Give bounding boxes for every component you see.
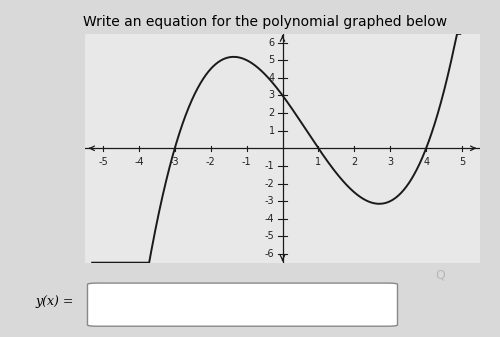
Text: 2: 2 [351, 157, 358, 167]
Text: -4: -4 [134, 157, 143, 167]
Text: 3: 3 [268, 90, 274, 100]
Text: 1: 1 [268, 126, 274, 136]
Text: 4: 4 [423, 157, 429, 167]
FancyBboxPatch shape [88, 283, 398, 326]
Text: -2: -2 [206, 157, 216, 167]
Text: 3: 3 [387, 157, 394, 167]
Text: 2: 2 [268, 108, 274, 118]
Text: Write an equation for the polynomial graphed below: Write an equation for the polynomial gra… [83, 15, 447, 29]
Text: -4: -4 [265, 214, 274, 224]
Text: -5: -5 [265, 232, 274, 241]
Text: -3: -3 [265, 196, 274, 206]
Text: 1: 1 [316, 157, 322, 167]
Text: 5: 5 [459, 157, 465, 167]
Text: y(x) =: y(x) = [35, 295, 74, 308]
Text: -1: -1 [242, 157, 252, 167]
Text: -1: -1 [265, 161, 274, 171]
Text: 5: 5 [268, 55, 274, 65]
Text: -5: -5 [98, 157, 108, 167]
Text: 6: 6 [268, 37, 274, 48]
Text: -2: -2 [265, 179, 274, 188]
Text: -6: -6 [265, 249, 274, 259]
Text: 4: 4 [268, 73, 274, 83]
Text: -3: -3 [170, 157, 179, 167]
Text: Q: Q [435, 268, 445, 281]
